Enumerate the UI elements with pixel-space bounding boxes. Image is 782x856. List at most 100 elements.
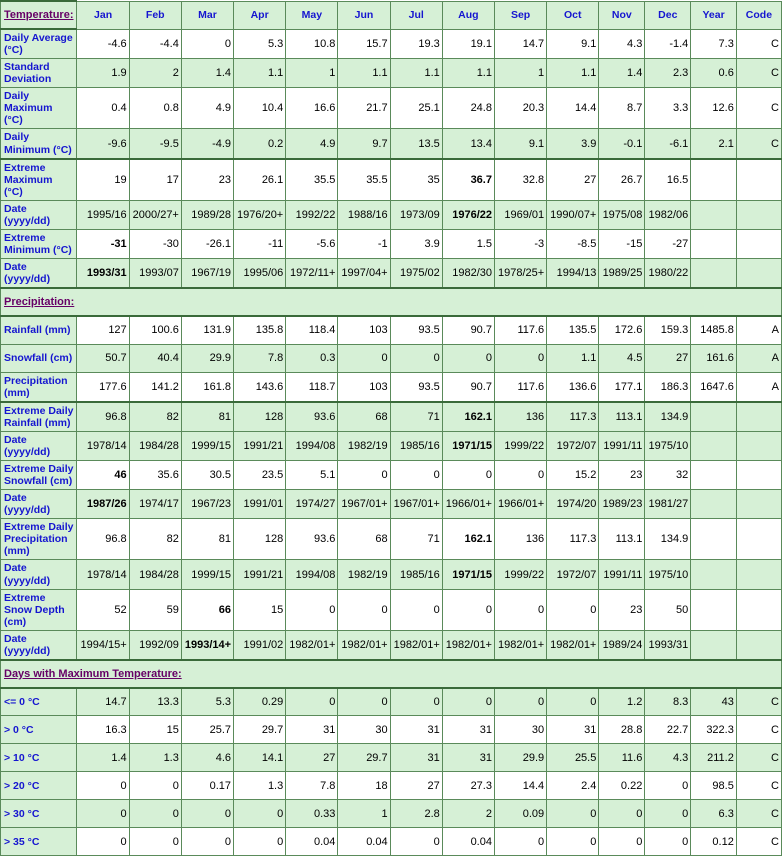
data-row: Extreme Minimum (°C)-31-30-26.1-11-5.6-1… [1,229,782,258]
data-cell: 1.2 [599,688,645,716]
data-cell: 71 [390,519,442,560]
data-cell: 1.1 [390,59,442,88]
data-cell: 1989/23 [599,490,645,519]
data-cell: 27 [286,744,338,772]
row-label: Rainfall (mm) [1,316,77,344]
data-cell: -5.6 [286,229,338,258]
data-cell [691,490,737,519]
data-cell: 4.6 [181,744,233,772]
data-cell: 90.7 [442,372,494,402]
data-cell: 1967/01+ [338,490,390,519]
data-row: <= 0 °C14.713.35.30.290000001.28.343C [1,688,782,716]
data-cell: 66 [181,589,233,630]
data-cell: 12.6 [691,88,737,129]
data-cell: 40.4 [129,344,181,372]
data-cell: 0 [547,800,599,828]
data-cell: 13.3 [129,688,181,716]
data-cell: 0 [129,772,181,800]
data-cell: 35.5 [286,159,338,201]
data-cell: 98.5 [691,772,737,800]
data-cell: 4.5 [599,344,645,372]
data-cell: 0.04 [338,828,390,856]
data-cell: 1991/11 [599,560,645,589]
data-cell: 23 [599,589,645,630]
data-cell: 1978/14 [77,431,129,460]
data-cell: 8.7 [599,88,645,129]
row-label-text: Date (yyyy/dd) [4,492,50,516]
climate-data-table: Temperature:JanFebMarAprMayJunJulAugSepO… [0,0,782,856]
data-cell [736,402,781,432]
data-cell: 113.1 [599,519,645,560]
data-cell: 16.3 [77,716,129,744]
data-cell: 1994/13 [547,259,599,289]
data-cell: 1982/01+ [390,630,442,660]
data-cell: -3 [494,229,546,258]
data-cell: C [736,772,781,800]
data-cell: 143.6 [234,372,286,402]
data-cell: 0 [494,461,546,490]
data-cell: 1 [338,800,390,828]
data-cell: 46 [77,461,129,490]
data-cell: 1972/11+ [286,259,338,289]
row-label: Date (yyyy/dd) [1,259,77,289]
data-cell [691,560,737,589]
data-cell: 1967/19 [181,259,233,289]
data-cell: 17 [129,159,181,201]
data-cell: 35.5 [338,159,390,201]
data-cell: 1992/09 [129,630,181,660]
data-cell: 7.8 [234,344,286,372]
data-cell: -9.6 [77,129,129,159]
data-cell: -27 [645,229,691,258]
row-label: <= 0 °C [1,688,77,716]
data-cell: 1991/01 [234,490,286,519]
data-cell [736,630,781,660]
data-cell: 0 [390,344,442,372]
data-cell: 0 [599,800,645,828]
data-cell: 7.3 [691,29,737,59]
col-header-feb: Feb [129,1,181,29]
row-label: > 10 °C [1,744,77,772]
data-cell: 161.8 [181,372,233,402]
data-row: Precipitation (mm)177.6141.2161.8143.611… [1,372,782,402]
data-cell: C [736,59,781,88]
data-cell: -9.5 [129,129,181,159]
data-cell: 13.5 [390,129,442,159]
data-cell: 31 [390,716,442,744]
data-cell: 0 [390,688,442,716]
data-cell: 1982/30 [442,259,494,289]
data-cell: -4.9 [181,129,233,159]
data-cell: 26.7 [599,159,645,201]
data-cell: -30 [129,229,181,258]
data-cell: 0 [338,461,390,490]
data-cell: 29.7 [234,716,286,744]
data-cell: 1982/01+ [338,630,390,660]
data-cell: 16.6 [286,88,338,129]
data-cell: C [736,88,781,129]
data-cell: 31 [442,744,494,772]
data-cell: 1987/26 [77,490,129,519]
data-cell: 1974/27 [286,490,338,519]
col-header-dec: Dec [645,1,691,29]
data-cell: -1.4 [645,29,691,59]
temperature-section-header: Temperature: [1,1,77,29]
data-cell: -26.1 [181,229,233,258]
row-label-text: Extreme Daily Precipitation (mm) [4,521,73,557]
data-cell: 0.8 [129,88,181,129]
data-cell: 1994/15+ [77,630,129,660]
data-cell: 96.8 [77,519,129,560]
data-cell: 1988/16 [338,200,390,229]
data-cell: 1.5 [442,229,494,258]
data-row: Extreme Daily Snowfall (cm)4635.630.523.… [1,461,782,490]
data-row: Date (yyyy/dd)1987/261974/171967/231991/… [1,490,782,519]
row-label-text: > 35 °C [4,836,39,848]
data-cell: 1999/22 [494,431,546,460]
col-header-oct: Oct [547,1,599,29]
data-cell: 0.12 [691,828,737,856]
data-cell: 15 [129,716,181,744]
data-cell: 136.6 [547,372,599,402]
data-cell: -6.1 [645,129,691,159]
data-row: Extreme Daily Rainfall (mm)96.8828112893… [1,402,782,432]
data-cell: 1974/17 [129,490,181,519]
data-cell: 1967/01+ [390,490,442,519]
data-cell: 161.6 [691,344,737,372]
